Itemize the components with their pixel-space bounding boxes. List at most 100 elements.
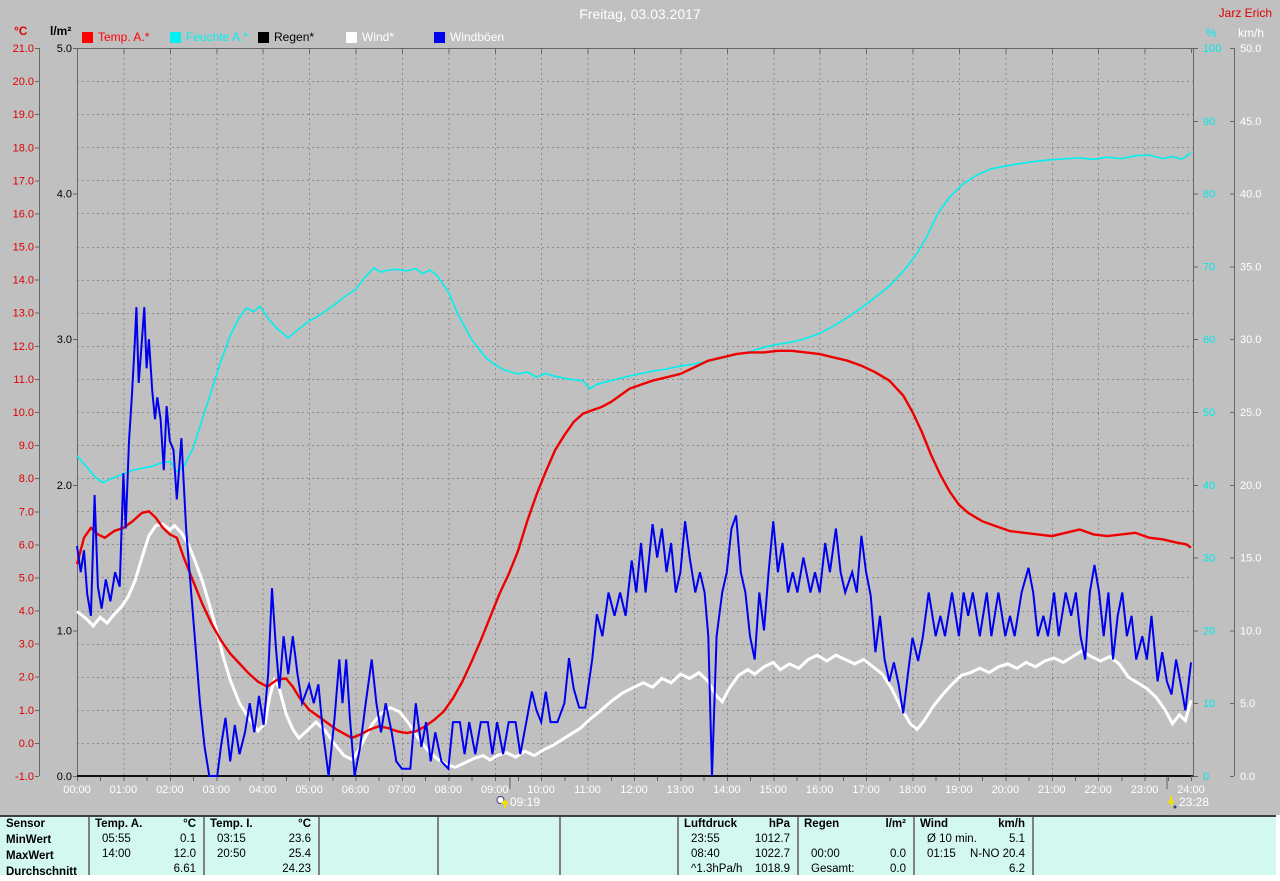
table-cell: [439, 847, 559, 862]
wind-axis-unit-label: km/h: [1238, 26, 1265, 40]
window-bottom-edge: [0, 875, 1280, 881]
table-column-empty-2: [318, 817, 437, 877]
rain-axis-tick-label: 1.0: [57, 625, 72, 637]
table-cell: 03:15 23.6: [205, 832, 318, 847]
legend-label: Windböen: [450, 30, 505, 44]
humidity-axis-tick-label: 10: [1203, 698, 1215, 710]
moonset-icon: [1167, 796, 1177, 809]
cell-time: Ø 10 min.: [927, 833, 977, 845]
table-cell: 23:55 1012.7: [679, 832, 797, 847]
rain-axis-tick-label: 5.0: [57, 43, 72, 55]
humidity-axis-tick-label: 40: [1203, 480, 1215, 492]
cell-value: °C: [183, 818, 196, 830]
legend-item-3[interactable]: Regen*: [258, 30, 314, 44]
cell-time: Gesamt:: [811, 863, 855, 875]
table-cell: [439, 832, 559, 847]
temp-axis-tick-label: 5.0: [19, 572, 34, 584]
sunset-marker: 23:28: [1166, 795, 1209, 811]
x-axis-hour-label: 22:00: [1084, 784, 1112, 796]
table-header-cell: Temp. I. °C: [205, 817, 318, 832]
temp-axis-tick-label: 9.0: [19, 440, 34, 452]
table-cell: 14:00 12.0: [90, 847, 203, 862]
legend-item-2[interactable]: Feuchte A.*: [170, 30, 248, 44]
x-axis-hour-label: 17:00: [852, 784, 880, 796]
table-cell: 00:00 0.0: [799, 847, 913, 862]
cell-value: 1012.7: [754, 833, 790, 845]
table-column-empty-3: [437, 817, 559, 877]
temp-axis-tick-label: 1.0: [19, 705, 34, 717]
cell-value: 5.1: [1009, 833, 1025, 845]
legend-item-1[interactable]: Temp. A.*: [82, 30, 149, 44]
legend-item-4[interactable]: Wind*: [346, 30, 394, 44]
humidity-axis-tick-label: 80: [1203, 189, 1215, 201]
wind-axis-tick-label: 30.0: [1240, 334, 1261, 346]
wind-axis-tick-label: 25.0: [1240, 407, 1261, 419]
series-feuchte-a: [76, 152, 1192, 484]
table-column-temp-a: Temp. A. °C 05:55 0.1 14:00 12.0 6.61: [88, 817, 203, 877]
temp-axis-unit-label: °C: [14, 24, 28, 38]
x-axis-hour-label: 05:00: [295, 784, 323, 796]
x-axis-hour-label: 10:00: [527, 784, 555, 796]
temp-axis-tick-label: -1.0: [15, 771, 34, 783]
humidity-axis-tick-label: 90: [1203, 116, 1215, 128]
x-axis-hour-label: 13:00: [667, 784, 695, 796]
table-cell: 01:15 N-NO 20.4: [915, 847, 1032, 862]
x-axis-hour-label: 23:00: [1131, 784, 1159, 796]
wind-axis-tick-label: 10.0: [1240, 625, 1261, 637]
table-cell: 24.23: [205, 862, 318, 877]
chart-canvas: 21.0 20.0 19.0 18.0 17.0 16.0 15.0 14.0 13.0 12.0…: [13, 43, 1262, 796]
table-cell: [320, 847, 437, 862]
cell-value: l/m²: [885, 818, 906, 830]
cell-time: Wind: [920, 818, 948, 830]
humidity-axis-tick-label: 70: [1203, 261, 1215, 273]
cell-value: 1022.7: [754, 848, 790, 860]
table-column-wind: Wind km/h Ø 10 min. 5.1 01:15 N-NO 20.4 6.2: [913, 817, 1032, 877]
x-axis-hour-label: 14:00: [713, 784, 741, 796]
cell-value: km/h: [998, 818, 1025, 830]
humidity-axis-tick-label: 100: [1203, 43, 1221, 55]
cell-time: ^1.3hPa/h: [691, 863, 743, 875]
table-cell: 08:40 1022.7: [679, 847, 797, 862]
table-cell: [799, 832, 913, 847]
table-header-cell: Regen l/m²: [799, 817, 913, 832]
x-axis-hour-label: 16:00: [806, 784, 834, 796]
table-row-label-minwert: MinWert: [6, 834, 52, 846]
cell-value: N-NO 20.4: [970, 848, 1025, 860]
rain-axis-tick-label: 4.0: [57, 189, 72, 201]
wind-axis-tick-label: 50.0: [1240, 43, 1261, 55]
humidity-axis-tick-label: 20: [1203, 625, 1215, 637]
x-axis-hour-label: 09:00: [481, 784, 509, 796]
cell-time: Regen: [804, 818, 840, 830]
temp-axis-tick-label: 17.0: [13, 175, 34, 187]
table-column-regen: Regen l/m² 00:00 0.0 Gesamt: 0.0: [797, 817, 913, 877]
legend-item-5[interactable]: Windböen: [434, 30, 504, 44]
legend-label: Temp. A.*: [98, 30, 150, 44]
wind-axis-tick-label: 5.0: [1240, 698, 1255, 710]
temp-axis-tick-label: 6.0: [19, 539, 34, 551]
temp-axis-tick-label: 2.0: [19, 672, 34, 684]
wind-axis-tick-label: 0.0: [1240, 771, 1255, 783]
temp-axis-tick-label: 0.0: [19, 738, 34, 750]
moonrise-icon: [496, 796, 509, 808]
temp-axis-tick-label: 12.0: [13, 341, 34, 353]
cell-value: °C: [298, 818, 311, 830]
series-windböen: [76, 307, 1192, 777]
temp-axis-tick-label: 8.0: [19, 473, 34, 485]
table-divider: [1032, 817, 1034, 877]
temp-axis-tick-label: 13.0: [13, 308, 34, 320]
wind-axis-tick-label: 15.0: [1240, 553, 1261, 565]
cell-value: 1018.9: [754, 863, 790, 875]
x-axis-hour-label: 19:00: [945, 784, 973, 796]
table-cell: ^1.3hPa/h 1018.9: [679, 862, 797, 877]
x-axis-hour-label: 04:00: [249, 784, 277, 796]
x-axis-hour-label: 11:00: [574, 784, 601, 796]
cell-time: 01:15: [927, 848, 956, 860]
cell-time: 14:00: [102, 848, 131, 860]
table-header-cell: [561, 817, 677, 832]
table-cell: 05:55 0.1: [90, 832, 203, 847]
table-cell: [561, 832, 677, 847]
x-axis-hour-label: 00:00: [63, 784, 91, 796]
humidity-axis-tick-label: 0: [1203, 771, 1209, 783]
rain-axis-tick-label: 3.0: [57, 334, 72, 346]
table-row-label-sensor: Sensor: [6, 818, 45, 830]
